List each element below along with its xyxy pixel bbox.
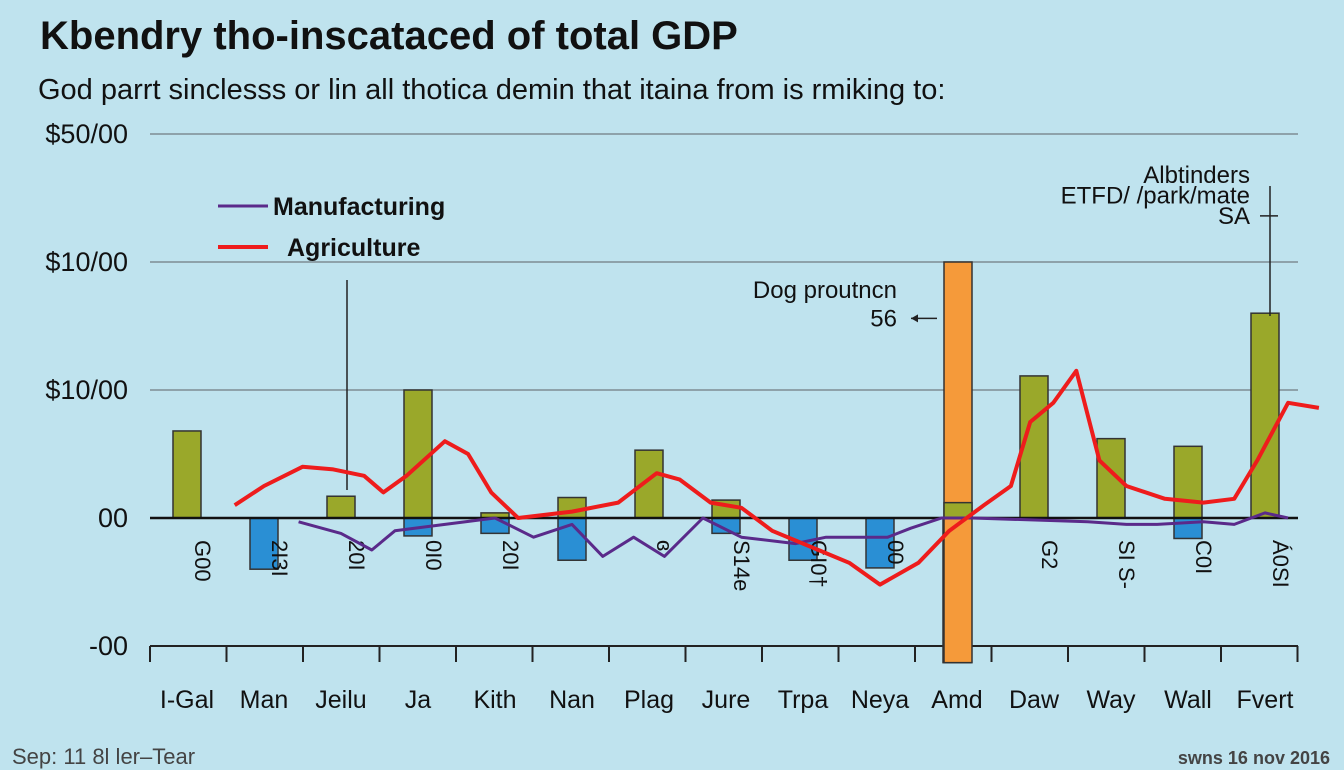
y-tick-label: $10/00 [45, 375, 128, 405]
bar-value-label: S14e [729, 540, 754, 591]
bar-value-label: 2I3I [267, 540, 292, 577]
legend-label-agriculture: Agriculture [287, 234, 420, 262]
bar-value-label: G00 [190, 540, 215, 582]
positive-bar [326, 495, 356, 519]
positive-bar [172, 430, 202, 519]
x-category-label: I-Gal [160, 686, 214, 714]
y-tick-label: $10/00 [45, 247, 128, 277]
bar-value-label: ɞ [652, 540, 677, 551]
x-category-label: Wall [1164, 686, 1212, 714]
negative-bar [249, 517, 279, 570]
legend-label-manufacturing: Manufacturing [273, 193, 445, 221]
positive-bar [1250, 312, 1280, 519]
x-category-label: Nan [549, 686, 595, 714]
x-category-label: Daw [1009, 686, 1060, 714]
x-category-label: Way [1086, 686, 1136, 714]
chart-subtitle: God parrt sinclesss or lin all thotica d… [38, 74, 946, 106]
x-category-label: Fvert [1237, 686, 1294, 714]
positive-bar [403, 389, 433, 519]
chart-title: Kbendry tho-inscataced of total GDP [40, 14, 738, 58]
y-tick-label: 00 [98, 503, 128, 533]
bar-value-label: Á0SI [1268, 540, 1293, 588]
footer-date-left: Sep: 11 8l ler–Tear [12, 744, 196, 769]
x-category-label: Man [240, 686, 289, 714]
x-category-label: Ja [405, 686, 432, 714]
x-category-label: Trpa [778, 686, 829, 714]
footer-date-right: swns 16 nov 2016 [1177, 748, 1330, 768]
annotation-text: Albtinders [1143, 162, 1250, 189]
x-category-label: Kith [473, 686, 516, 714]
bar-value-label: 0I0 [421, 540, 446, 571]
bar-value-label: G2 [1037, 540, 1062, 569]
x-category-label: Neya [851, 686, 909, 714]
annotation-arrowhead [911, 314, 918, 323]
x-category-label: Jeilu [315, 686, 366, 714]
x-category-label: Jure [702, 686, 751, 714]
bar-value-label: 00 [883, 540, 908, 564]
agriculture-line [233, 368, 1320, 587]
highlight-bar [943, 261, 973, 664]
annotation-text: ETFD/ /park/mate [1061, 182, 1250, 209]
y-tick-label: $50/00 [45, 119, 128, 149]
y-tick-label: -00 [89, 631, 128, 661]
annotation-text: SA [1218, 203, 1250, 230]
x-category-label: Amd [931, 686, 982, 714]
bar-value-label: SI S- [1114, 540, 1139, 589]
bar-value-label: 20I [498, 540, 523, 571]
annotation-text: 56 [870, 305, 897, 332]
bar-value-label: C0I [1191, 540, 1216, 574]
annotation-text: Dog proutncn [753, 277, 897, 304]
x-category-label: Plag [624, 686, 674, 714]
negative-bar [865, 517, 895, 569]
bar-value-label: 20I [344, 540, 369, 571]
manufacturing-line [298, 511, 1289, 558]
positive-bar [1173, 445, 1203, 519]
